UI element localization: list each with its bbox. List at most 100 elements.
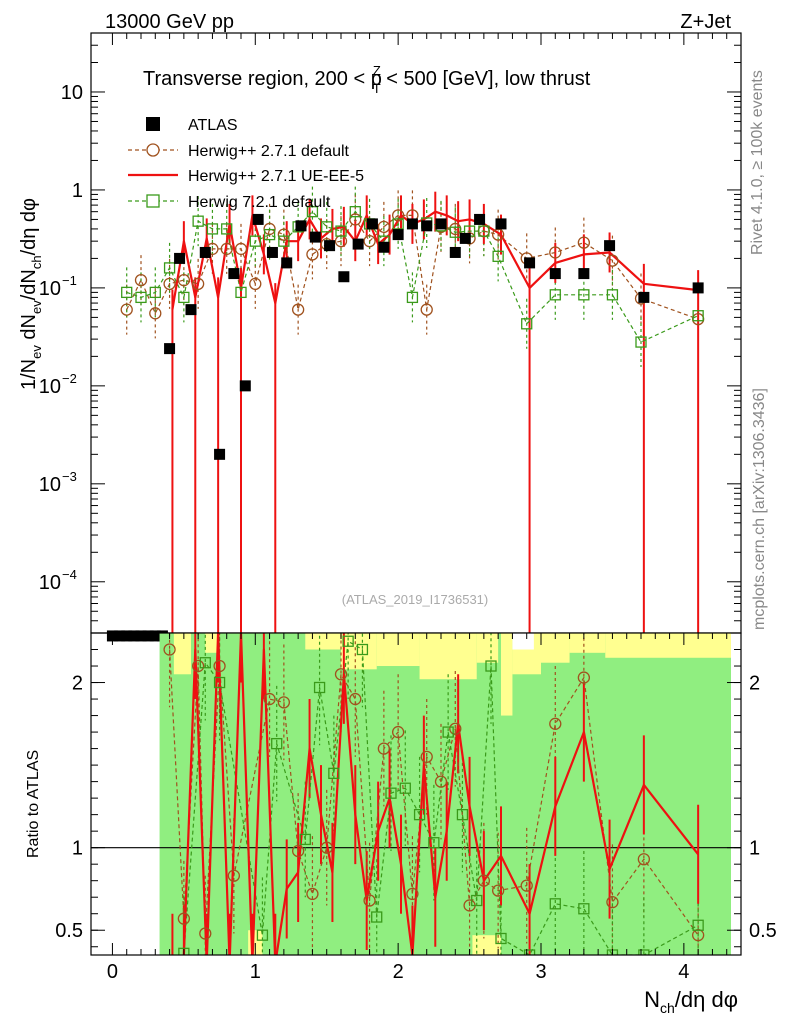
ratio-plot-ticks: 0.5 0.5 1 1 2 2 0 1 2 3 4 (55, 633, 777, 983)
main-marker-atlas (164, 343, 176, 355)
ratio-marker-herwig7 (485, 660, 497, 672)
main-marker-herwig7 (192, 215, 204, 227)
plot-title-tail: < 500 [GeV], low thrust (381, 68, 591, 90)
ratio-marker-herwig-default (177, 912, 191, 925)
ratio-marker-herwig7 (356, 643, 369, 656)
main-marker-herwig7 (549, 289, 561, 301)
ratio-xtick-label: 2 (393, 961, 404, 983)
ratio-marker-herwig-default (637, 853, 651, 866)
ylabel-part-1: 1/N (18, 359, 40, 390)
main-marker-herwig7 (278, 235, 290, 247)
ratio-marker-herwig-default (334, 668, 348, 681)
main-marker-herwig7 (406, 291, 419, 304)
main-marker-herwig7 (306, 206, 319, 218)
main-marker-atlas (435, 218, 447, 230)
main-marker-atlas (239, 380, 251, 392)
main-marker-atlas (281, 257, 293, 269)
ratio-ytick-label: 0.5 (55, 920, 83, 942)
ratio-ytick-label-right: 0.5 (749, 920, 777, 942)
ratio-marker-herwig7 (313, 681, 326, 694)
ratio-band-yellow (341, 633, 377, 670)
ratio-marker-herwig-default (477, 874, 491, 887)
ratio-marker-herwig7 (495, 932, 507, 945)
ratio-marker-herwig7 (442, 726, 454, 738)
mcplots-label: mcplots.cern.ch [arXiv:1306.3436] (751, 388, 768, 630)
ratio-line-herwig7 (183, 640, 699, 955)
main-marker-atlas (128, 630, 140, 642)
main-marker-atlas (228, 268, 240, 280)
main-marker-herwig-default (120, 303, 133, 316)
ratio-xtick-label: 4 (678, 961, 689, 983)
main-marker-atlas (338, 271, 350, 283)
main-marker-herwig7 (692, 310, 704, 322)
ratio-xtick-label: 1 (250, 961, 261, 983)
ratio-ytick-label: 2 (72, 673, 83, 695)
main-line-herwig-default (126, 214, 699, 320)
main-ytick-label: 1 (72, 180, 83, 202)
main-marker-herwig-default (549, 246, 562, 259)
main-marker-herwig-default (377, 220, 391, 233)
header-left: 13000 GeV pp (105, 11, 234, 33)
main-ytick-label: 10 (39, 474, 61, 496)
main-marker-herwig-default (291, 303, 305, 316)
ratio-marker-herwig-default (391, 725, 405, 739)
ratio-marker-herwig-default (363, 894, 376, 907)
ratio-marker-herwig7 (692, 919, 704, 931)
main-marker-herwig-default (191, 277, 205, 290)
main-marker-herwig7 (206, 223, 219, 235)
main-marker-atlas (142, 630, 154, 642)
ratio-band-yellow (419, 633, 477, 680)
ratio-ylabel: Ratio to ATLAS (25, 750, 42, 858)
main-marker-atlas (252, 213, 264, 225)
legend-label-herwig7: Herwig 7.2.1 default (188, 194, 331, 211)
main-marker-atlas (604, 240, 616, 252)
main-marker-herwig-default (177, 273, 191, 287)
main-marker-herwig-default (277, 228, 291, 241)
ratio-band-yellow (472, 935, 501, 955)
ylabel-part-4: ev (29, 300, 44, 314)
main-plot-series (106, 186, 705, 642)
legend-label-atlas: ATLAS (188, 117, 238, 134)
main-marker-herwig7 (321, 221, 333, 233)
ratio-marker-herwig7 (456, 808, 469, 821)
main-marker-herwig7 (635, 336, 647, 348)
main-marker-herwig7 (578, 289, 590, 301)
ratio-marker-herwig7 (213, 676, 226, 689)
ratio-marker-herwig-default (549, 717, 562, 730)
ratio-marker-herwig7 (523, 949, 536, 955)
main-marker-herwig7 (606, 289, 619, 301)
ratio-ytick-label-right: 1 (749, 838, 760, 860)
main-marker-atlas (174, 252, 186, 264)
legend-label-herwig-ueee5: Herwig++ 2.7.1 UE-EE-5 (188, 168, 364, 185)
main-ytick-exponent: −3 (62, 469, 77, 484)
main-marker-herwig7 (149, 286, 161, 299)
ratio-marker-herwig-default (227, 869, 241, 882)
main-ytick-exponent: −1 (62, 273, 77, 288)
ratio-marker-herwig-default (491, 884, 505, 897)
header-right: Z+Jet (680, 11, 731, 33)
ratio-band-yellow (501, 633, 513, 716)
ratio-marker-herwig-default (577, 671, 591, 684)
main-marker-herwig-default (391, 209, 405, 222)
ratio-band-yellow (305, 633, 341, 650)
ratio-ytick-label-right: 2 (749, 673, 760, 695)
main-marker-herwig-default (263, 222, 276, 236)
main-marker-herwig-default (606, 254, 619, 267)
ratio-marker-herwig7 (428, 837, 440, 849)
main-marker-herwig-default (163, 277, 176, 290)
main-marker-herwig7 (178, 291, 190, 304)
main-marker-herwig-default (134, 273, 148, 287)
ratio-line-herwig-default (169, 649, 699, 936)
ratio-marker-herwig7 (371, 911, 383, 923)
main-marker-herwig7 (221, 223, 233, 235)
ratio-xtick-label: 0 (107, 961, 118, 983)
ratio-marker-herwig7 (299, 833, 311, 846)
ratio-marker-herwig-default (434, 775, 448, 788)
main-marker-atlas (524, 257, 536, 269)
legend-marker-atlas (146, 117, 160, 131)
plot-title-sup: Z (373, 63, 381, 78)
main-marker-herwig-default (577, 236, 591, 249)
ratio-band-yellow (173, 633, 191, 675)
